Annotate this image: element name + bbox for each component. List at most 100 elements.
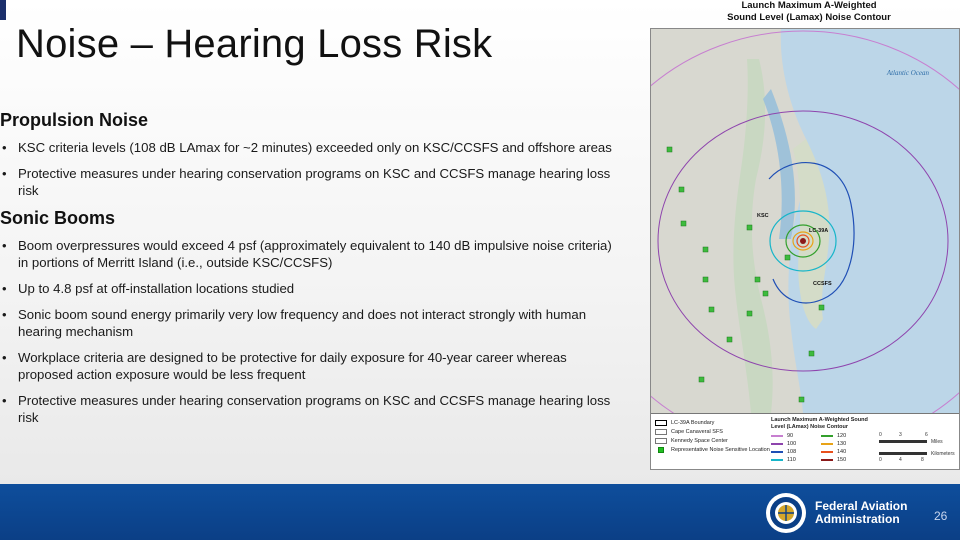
bullet-item: Boom overpressures would exceed 4 psf (a… xyxy=(0,237,625,271)
faa-wordmark: Federal Aviation Administration xyxy=(815,500,907,526)
sensitive-locations xyxy=(666,146,825,403)
cape-canaveral xyxy=(793,139,830,329)
legend-row: 130 xyxy=(821,440,871,447)
contour-140 xyxy=(796,234,810,248)
sensitive-location-marker xyxy=(698,376,705,383)
contour-swatch xyxy=(771,450,783,453)
legend-row: 110 xyxy=(771,456,821,463)
legend-row: 90 xyxy=(771,432,821,439)
sensitive-location-marker xyxy=(726,336,733,343)
ccsfs-boundary-swatch xyxy=(655,428,667,435)
legend-label: 130 xyxy=(837,440,847,447)
legend-label: Kennedy Space Center xyxy=(671,437,728,444)
contour-swatch xyxy=(821,442,833,445)
seal-cross xyxy=(778,505,794,521)
contour-swatch xyxy=(821,458,833,461)
bullet-item: Sonic boom sound energy primarily very l… xyxy=(0,306,625,340)
ksc-label: KSC xyxy=(757,213,769,219)
scale-km-label: Kilometers xyxy=(931,451,955,457)
map-title-line1: Launch Maximum A-Weighted xyxy=(741,0,877,11)
scale-km-8: 8 xyxy=(921,457,924,463)
legend-contours: Launch Maximum A-Weighted Sound Level (L… xyxy=(771,417,871,463)
legend-row: 140 xyxy=(821,448,871,455)
lc-39a-label: LC-39A xyxy=(809,228,828,234)
contour-swatch xyxy=(821,434,833,437)
merritt-island xyxy=(733,59,773,413)
indian-river-lagoon xyxy=(763,89,795,239)
contour-90 xyxy=(651,30,959,413)
map-legend: LC-39A Boundary Cape Canaveral SFS Kenne… xyxy=(651,413,959,469)
mainland xyxy=(651,29,810,413)
legend-row: 150 xyxy=(821,456,871,463)
slide-content: Propulsion Noise KSC criteria levels (10… xyxy=(0,110,625,435)
scale-miles-label: Miles xyxy=(931,439,943,445)
bullet-item: Up to 4.8 psf at off-installation locati… xyxy=(0,280,625,297)
page-number: 26 xyxy=(934,509,948,523)
legend-row: Kennedy Space Center xyxy=(655,436,770,445)
sensitive-location-marker xyxy=(754,276,761,283)
sensitive-location-marker xyxy=(680,220,687,227)
sensitive-location-marker xyxy=(678,186,685,193)
contour-150 xyxy=(800,238,806,244)
contour-120 xyxy=(785,224,821,258)
map-title: Launch Maximum A-Weighted Sound Level (L… xyxy=(700,0,918,24)
legend-label: 140 xyxy=(837,448,847,455)
sensitive-location-swatch xyxy=(658,446,664,453)
scale-bar: 0 3 6 Miles Kilometers 0 4 8 xyxy=(869,432,957,468)
legend-label: 150 xyxy=(837,456,847,463)
atlantic-ocean-label: Atlantic Ocean xyxy=(886,69,930,77)
sensitive-location-marker xyxy=(702,276,709,283)
title-accent-bar xyxy=(0,0,6,20)
legend-label: 120 xyxy=(837,432,847,439)
sensitive-location-marker xyxy=(808,350,815,357)
scale-km-0: 0 xyxy=(879,457,882,463)
slide-title: Noise – Hearing Loss Risk xyxy=(16,22,493,66)
legend-row: 100 xyxy=(771,440,821,447)
legend-label: 108 xyxy=(787,448,797,455)
section-heading-propulsion: Propulsion Noise xyxy=(0,110,149,130)
contour-108 xyxy=(768,161,855,304)
scale-mile-6: 6 xyxy=(925,432,928,438)
legend-label: Representative Noise Sensitive Location xyxy=(671,446,770,453)
section-heading-sonic-booms: Sonic Booms xyxy=(0,208,116,228)
legend-label: LC-39A Boundary xyxy=(671,419,715,426)
propulsion-bullets: KSC criteria levels (108 dB LAmax for ~2… xyxy=(0,139,625,199)
legend-row: Representative Noise Sensitive Location xyxy=(655,445,770,454)
scale-bar-km xyxy=(879,452,927,455)
legend-label: Cape Canaveral SFS xyxy=(671,428,723,435)
ccsfs-label: CCSFS xyxy=(813,281,832,287)
sensitive-location-marker xyxy=(702,246,709,253)
contour-swatch xyxy=(771,442,783,445)
contour-130 xyxy=(792,231,814,251)
contour-swatch xyxy=(771,458,783,461)
legend-row: 120 xyxy=(821,432,871,439)
bullet-item: Protective measures under hearing conser… xyxy=(0,392,625,426)
map-title-line2: Sound Level (Lamax) Noise Contour xyxy=(727,12,891,23)
bullet-item: KSC criteria levels (108 dB LAmax for ~2… xyxy=(0,139,625,156)
ksc-boundary-swatch xyxy=(655,437,667,444)
scale-mile-0: 0 xyxy=(879,432,882,438)
scale-mile-3: 3 xyxy=(899,432,902,438)
legend-contour-grid: 90 120 100 130 108 140 110 150 xyxy=(771,432,871,463)
sensitive-location-marker xyxy=(708,306,715,313)
legend-row: LC-39A Boundary xyxy=(655,418,770,427)
sensitive-location-marker xyxy=(762,290,769,297)
bullet-item: Workplace criteria are designed to be pr… xyxy=(0,349,625,383)
faa-wordmark-line2: Administration xyxy=(815,512,900,526)
faa-wordmark-line1: Federal Aviation xyxy=(815,499,908,513)
legend-row: 108 xyxy=(771,448,821,455)
bullet-item: Protective measures under hearing conser… xyxy=(0,165,625,199)
sonic-boom-bullets: Boom overpressures would exceed 4 psf (a… xyxy=(0,237,625,426)
contour-110 xyxy=(769,210,837,272)
sensitive-location-marker xyxy=(798,396,805,403)
noise-contour-map: Atlantic Ocean KSC CCSFS LC-39A LC-39A B… xyxy=(650,28,960,470)
sensitive-location-marker xyxy=(746,224,753,231)
legend-label: 110 xyxy=(787,456,796,463)
sensitive-location-marker xyxy=(666,146,673,153)
sensitive-location-marker xyxy=(746,310,753,317)
lc-39a-boundary-swatch xyxy=(655,419,667,426)
sensitive-location-marker xyxy=(818,304,825,311)
legend-row: Cape Canaveral SFS xyxy=(655,427,770,436)
faa-seal-logo xyxy=(766,493,806,533)
scale-km-4: 4 xyxy=(899,457,902,463)
